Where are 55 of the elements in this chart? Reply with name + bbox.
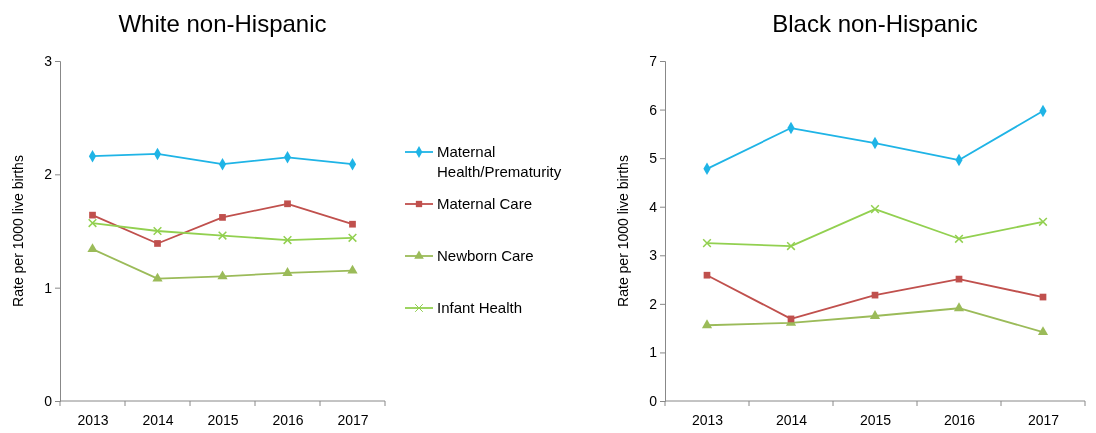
- x-tick-label: 2013: [691, 411, 724, 428]
- x-tick-label: 2016: [943, 411, 976, 428]
- point: [702, 238, 712, 248]
- point: [1038, 217, 1048, 227]
- x-tick-label: 2014: [775, 411, 808, 428]
- point: [347, 233, 358, 243]
- y-tick-label: 0: [44, 392, 53, 409]
- point: [870, 204, 880, 214]
- y-tick-label: 2: [649, 295, 658, 312]
- y-tick-label: 1: [44, 279, 53, 296]
- point: [701, 319, 713, 329]
- x-tick-label: 2017: [337, 411, 369, 428]
- x-tick-label: 2015: [207, 411, 239, 428]
- point: [869, 310, 881, 319]
- y-tick-label: 2: [44, 166, 53, 183]
- y-axis-title: Rate per 1000 live births: [10, 155, 26, 307]
- chart-title: Black non-Hispanic: [772, 10, 978, 37]
- x-tick-label: 2015: [859, 411, 892, 428]
- y-tick-label: 4: [649, 198, 658, 215]
- x-tick-label: 2017: [1027, 411, 1060, 428]
- point: [347, 264, 358, 274]
- x-tick-label: 2016: [272, 411, 304, 428]
- point: [703, 271, 711, 279]
- point: [154, 240, 161, 247]
- point: [152, 226, 163, 236]
- legend-label: Maternal Care: [437, 195, 533, 212]
- y-tick-label: 6: [649, 101, 658, 118]
- point: [954, 234, 964, 244]
- y-tick-label: 7: [649, 52, 658, 69]
- y-tick-label: 1: [649, 344, 658, 361]
- point: [284, 200, 291, 208]
- point: [217, 270, 228, 280]
- y-tick-label: 3: [649, 247, 658, 264]
- legend-label: Infant Health: [437, 299, 523, 316]
- point: [1037, 326, 1049, 335]
- y-tick-label: 0: [649, 392, 658, 409]
- x-tick-label: 2014: [142, 411, 174, 428]
- y-tick-label: 5: [649, 150, 658, 167]
- legend-label: Maternal Health/Prematurity: [437, 143, 562, 180]
- point: [89, 211, 96, 219]
- x-tick-label: 2013: [77, 411, 109, 428]
- point: [217, 230, 228, 241]
- point: [219, 214, 226, 221]
- point: [953, 302, 965, 312]
- point: [87, 218, 98, 228]
- point: [786, 241, 796, 251]
- point: [282, 235, 293, 245]
- point: [282, 267, 293, 276]
- point: [349, 220, 356, 228]
- chart-title: White non-Hispanic: [118, 10, 327, 37]
- point: [87, 243, 98, 253]
- legend-label: Newborn Care: [437, 247, 534, 264]
- y-axis-title: Rate per 1000 live births: [615, 155, 631, 307]
- y-tick-label: 3: [44, 52, 53, 69]
- point: [152, 272, 163, 282]
